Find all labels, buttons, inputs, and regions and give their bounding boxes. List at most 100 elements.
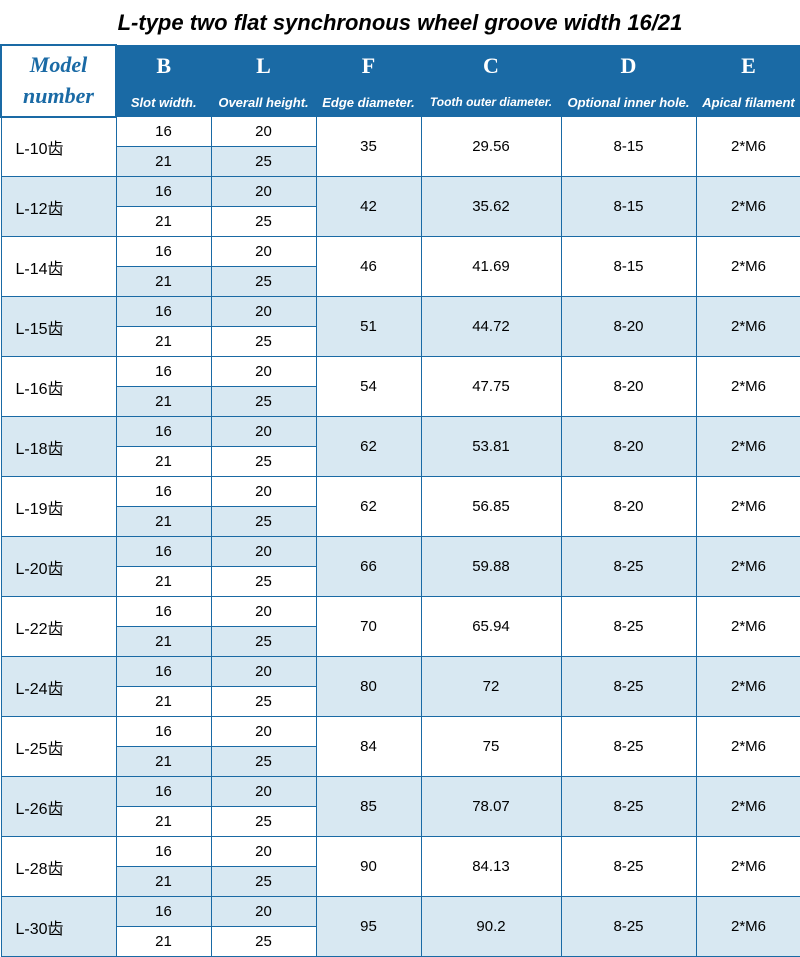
cell-b: 21 bbox=[116, 747, 211, 777]
cell-d: 8-15 bbox=[561, 177, 696, 237]
cell-l: 20 bbox=[211, 597, 316, 627]
cell-c: 84.13 bbox=[421, 837, 561, 897]
cell-b: 21 bbox=[116, 567, 211, 597]
cell-model: L-10齿 bbox=[1, 117, 116, 177]
cell-d: 8-25 bbox=[561, 837, 696, 897]
cell-l: 20 bbox=[211, 117, 316, 147]
col-letter-b: B bbox=[116, 45, 211, 87]
cell-model: L-16齿 bbox=[1, 357, 116, 417]
cell-e: 2*M6 bbox=[696, 117, 800, 177]
cell-b: 21 bbox=[116, 927, 211, 957]
cell-c: 90.2 bbox=[421, 897, 561, 957]
cell-c: 35.62 bbox=[421, 177, 561, 237]
cell-e: 2*M6 bbox=[696, 897, 800, 957]
cell-e: 2*M6 bbox=[696, 237, 800, 297]
table-row: L-30齿16209590.28-252*M6 bbox=[1, 897, 800, 927]
cell-model: L-12齿 bbox=[1, 177, 116, 237]
cell-b: 21 bbox=[116, 447, 211, 477]
cell-c: 78.07 bbox=[421, 777, 561, 837]
cell-b: 16 bbox=[116, 597, 211, 627]
cell-d: 8-20 bbox=[561, 477, 696, 537]
cell-l: 25 bbox=[211, 807, 316, 837]
cell-l: 25 bbox=[211, 267, 316, 297]
col-letter-f: F bbox=[316, 45, 421, 87]
cell-c: 56.85 bbox=[421, 477, 561, 537]
cell-model: L-15齿 bbox=[1, 297, 116, 357]
cell-d: 8-20 bbox=[561, 297, 696, 357]
cell-l: 20 bbox=[211, 297, 316, 327]
cell-d: 8-25 bbox=[561, 717, 696, 777]
cell-d: 8-20 bbox=[561, 417, 696, 477]
cell-c: 29.56 bbox=[421, 117, 561, 177]
cell-b: 16 bbox=[116, 537, 211, 567]
cell-c: 65.94 bbox=[421, 597, 561, 657]
cell-e: 2*M6 bbox=[696, 717, 800, 777]
cell-l: 20 bbox=[211, 537, 316, 567]
cell-b: 16 bbox=[116, 777, 211, 807]
cell-b: 21 bbox=[116, 387, 211, 417]
cell-b: 21 bbox=[116, 207, 211, 237]
table-row: L-20齿16206659.888-252*M6 bbox=[1, 537, 800, 567]
cell-f: 95 bbox=[316, 897, 421, 957]
spec-table: Model number B L F C D E Slot width. Ove… bbox=[0, 44, 800, 957]
cell-l: 25 bbox=[211, 627, 316, 657]
cell-e: 2*M6 bbox=[696, 597, 800, 657]
cell-b: 21 bbox=[116, 807, 211, 837]
cell-b: 16 bbox=[116, 177, 211, 207]
cell-b: 21 bbox=[116, 867, 211, 897]
col-letter-c: C bbox=[421, 45, 561, 87]
cell-c: 72 bbox=[421, 657, 561, 717]
cell-l: 20 bbox=[211, 417, 316, 447]
cell-b: 16 bbox=[116, 837, 211, 867]
cell-model: L-18齿 bbox=[1, 417, 116, 477]
cell-l: 20 bbox=[211, 777, 316, 807]
cell-f: 46 bbox=[316, 237, 421, 297]
cell-model: L-25齿 bbox=[1, 717, 116, 777]
cell-b: 21 bbox=[116, 507, 211, 537]
cell-d: 8-25 bbox=[561, 597, 696, 657]
col-label-c: Tooth outer diameter. bbox=[421, 87, 561, 116]
cell-l: 25 bbox=[211, 567, 316, 597]
cell-d: 8-20 bbox=[561, 357, 696, 417]
cell-e: 2*M6 bbox=[696, 837, 800, 897]
cell-model: L-14齿 bbox=[1, 237, 116, 297]
col-label-f: Edge diameter. bbox=[316, 87, 421, 116]
table-row: L-14齿16204641.698-152*M6 bbox=[1, 237, 800, 267]
cell-l: 20 bbox=[211, 237, 316, 267]
col-letter-d: D bbox=[561, 45, 696, 87]
cell-f: 70 bbox=[316, 597, 421, 657]
cell-l: 20 bbox=[211, 717, 316, 747]
cell-e: 2*M6 bbox=[696, 357, 800, 417]
col-label-b: Slot width. bbox=[116, 87, 211, 116]
table-row: L-22齿16207065.948-252*M6 bbox=[1, 597, 800, 627]
cell-d: 8-15 bbox=[561, 237, 696, 297]
cell-model: L-19齿 bbox=[1, 477, 116, 537]
table-row: L-24齿162080728-252*M6 bbox=[1, 657, 800, 687]
cell-model: L-20齿 bbox=[1, 537, 116, 597]
cell-l: 20 bbox=[211, 897, 316, 927]
cell-c: 53.81 bbox=[421, 417, 561, 477]
cell-e: 2*M6 bbox=[696, 777, 800, 837]
col-letter-e: E bbox=[696, 45, 800, 87]
cell-f: 54 bbox=[316, 357, 421, 417]
cell-model: L-26齿 bbox=[1, 777, 116, 837]
cell-f: 80 bbox=[316, 657, 421, 717]
table-row: L-26齿16208578.078-252*M6 bbox=[1, 777, 800, 807]
table-row: L-19齿16206256.858-202*M6 bbox=[1, 477, 800, 507]
col-label-l: Overall height. bbox=[211, 87, 316, 116]
cell-l: 25 bbox=[211, 687, 316, 717]
cell-b: 21 bbox=[116, 267, 211, 297]
cell-model: L-24齿 bbox=[1, 657, 116, 717]
cell-f: 62 bbox=[316, 417, 421, 477]
cell-c: 75 bbox=[421, 717, 561, 777]
cell-l: 25 bbox=[211, 207, 316, 237]
cell-e: 2*M6 bbox=[696, 537, 800, 597]
model-header-label: Model number bbox=[23, 52, 94, 108]
cell-l: 20 bbox=[211, 177, 316, 207]
cell-f: 42 bbox=[316, 177, 421, 237]
cell-f: 62 bbox=[316, 477, 421, 537]
cell-d: 8-25 bbox=[561, 537, 696, 597]
cell-e: 2*M6 bbox=[696, 297, 800, 357]
cell-f: 51 bbox=[316, 297, 421, 357]
cell-f: 85 bbox=[316, 777, 421, 837]
